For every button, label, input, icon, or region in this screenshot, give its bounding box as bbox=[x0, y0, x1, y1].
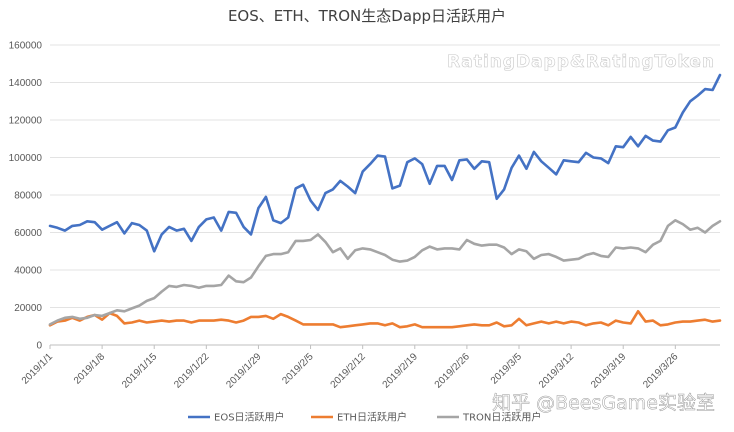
legend-label: EOS日活跃用户 bbox=[214, 411, 285, 424]
legend-label: ETH日活跃用户 bbox=[337, 411, 407, 424]
series-line-0 bbox=[48, 73, 722, 253]
y-tick-label: 0 bbox=[36, 341, 42, 352]
y-tick-label: 40000 bbox=[14, 266, 42, 277]
watermark-top: RatingDapp&RatingToken bbox=[447, 52, 715, 72]
chart-title: EOS、ETH、TRON生态Dapp日活跃用户 bbox=[228, 7, 506, 25]
y-tick-label: 80000 bbox=[14, 191, 42, 202]
watermark-bottom: 知乎 @BeesGame实验室 bbox=[492, 392, 715, 414]
series-line-1 bbox=[48, 309, 722, 329]
y-axis: 0 20000 40000 60000 80000 100000 120000 140000 1… bbox=[9, 41, 43, 352]
legend: EOS日活跃用户 ETH日活跃用户 TRON日活跃用户 bbox=[188, 411, 541, 424]
legend-label: TRON日活跃用户 bbox=[462, 411, 541, 424]
y-tick-label: 20000 bbox=[14, 303, 42, 314]
y-tick-label: 60000 bbox=[14, 228, 42, 239]
y-tick-label: 160000 bbox=[9, 41, 43, 52]
y-tick-label: 100000 bbox=[9, 153, 43, 164]
y-tick-label: 140000 bbox=[9, 78, 43, 89]
series-lines bbox=[48, 73, 722, 329]
series-line-2 bbox=[48, 219, 722, 326]
y-tick-label: 120000 bbox=[9, 116, 43, 127]
